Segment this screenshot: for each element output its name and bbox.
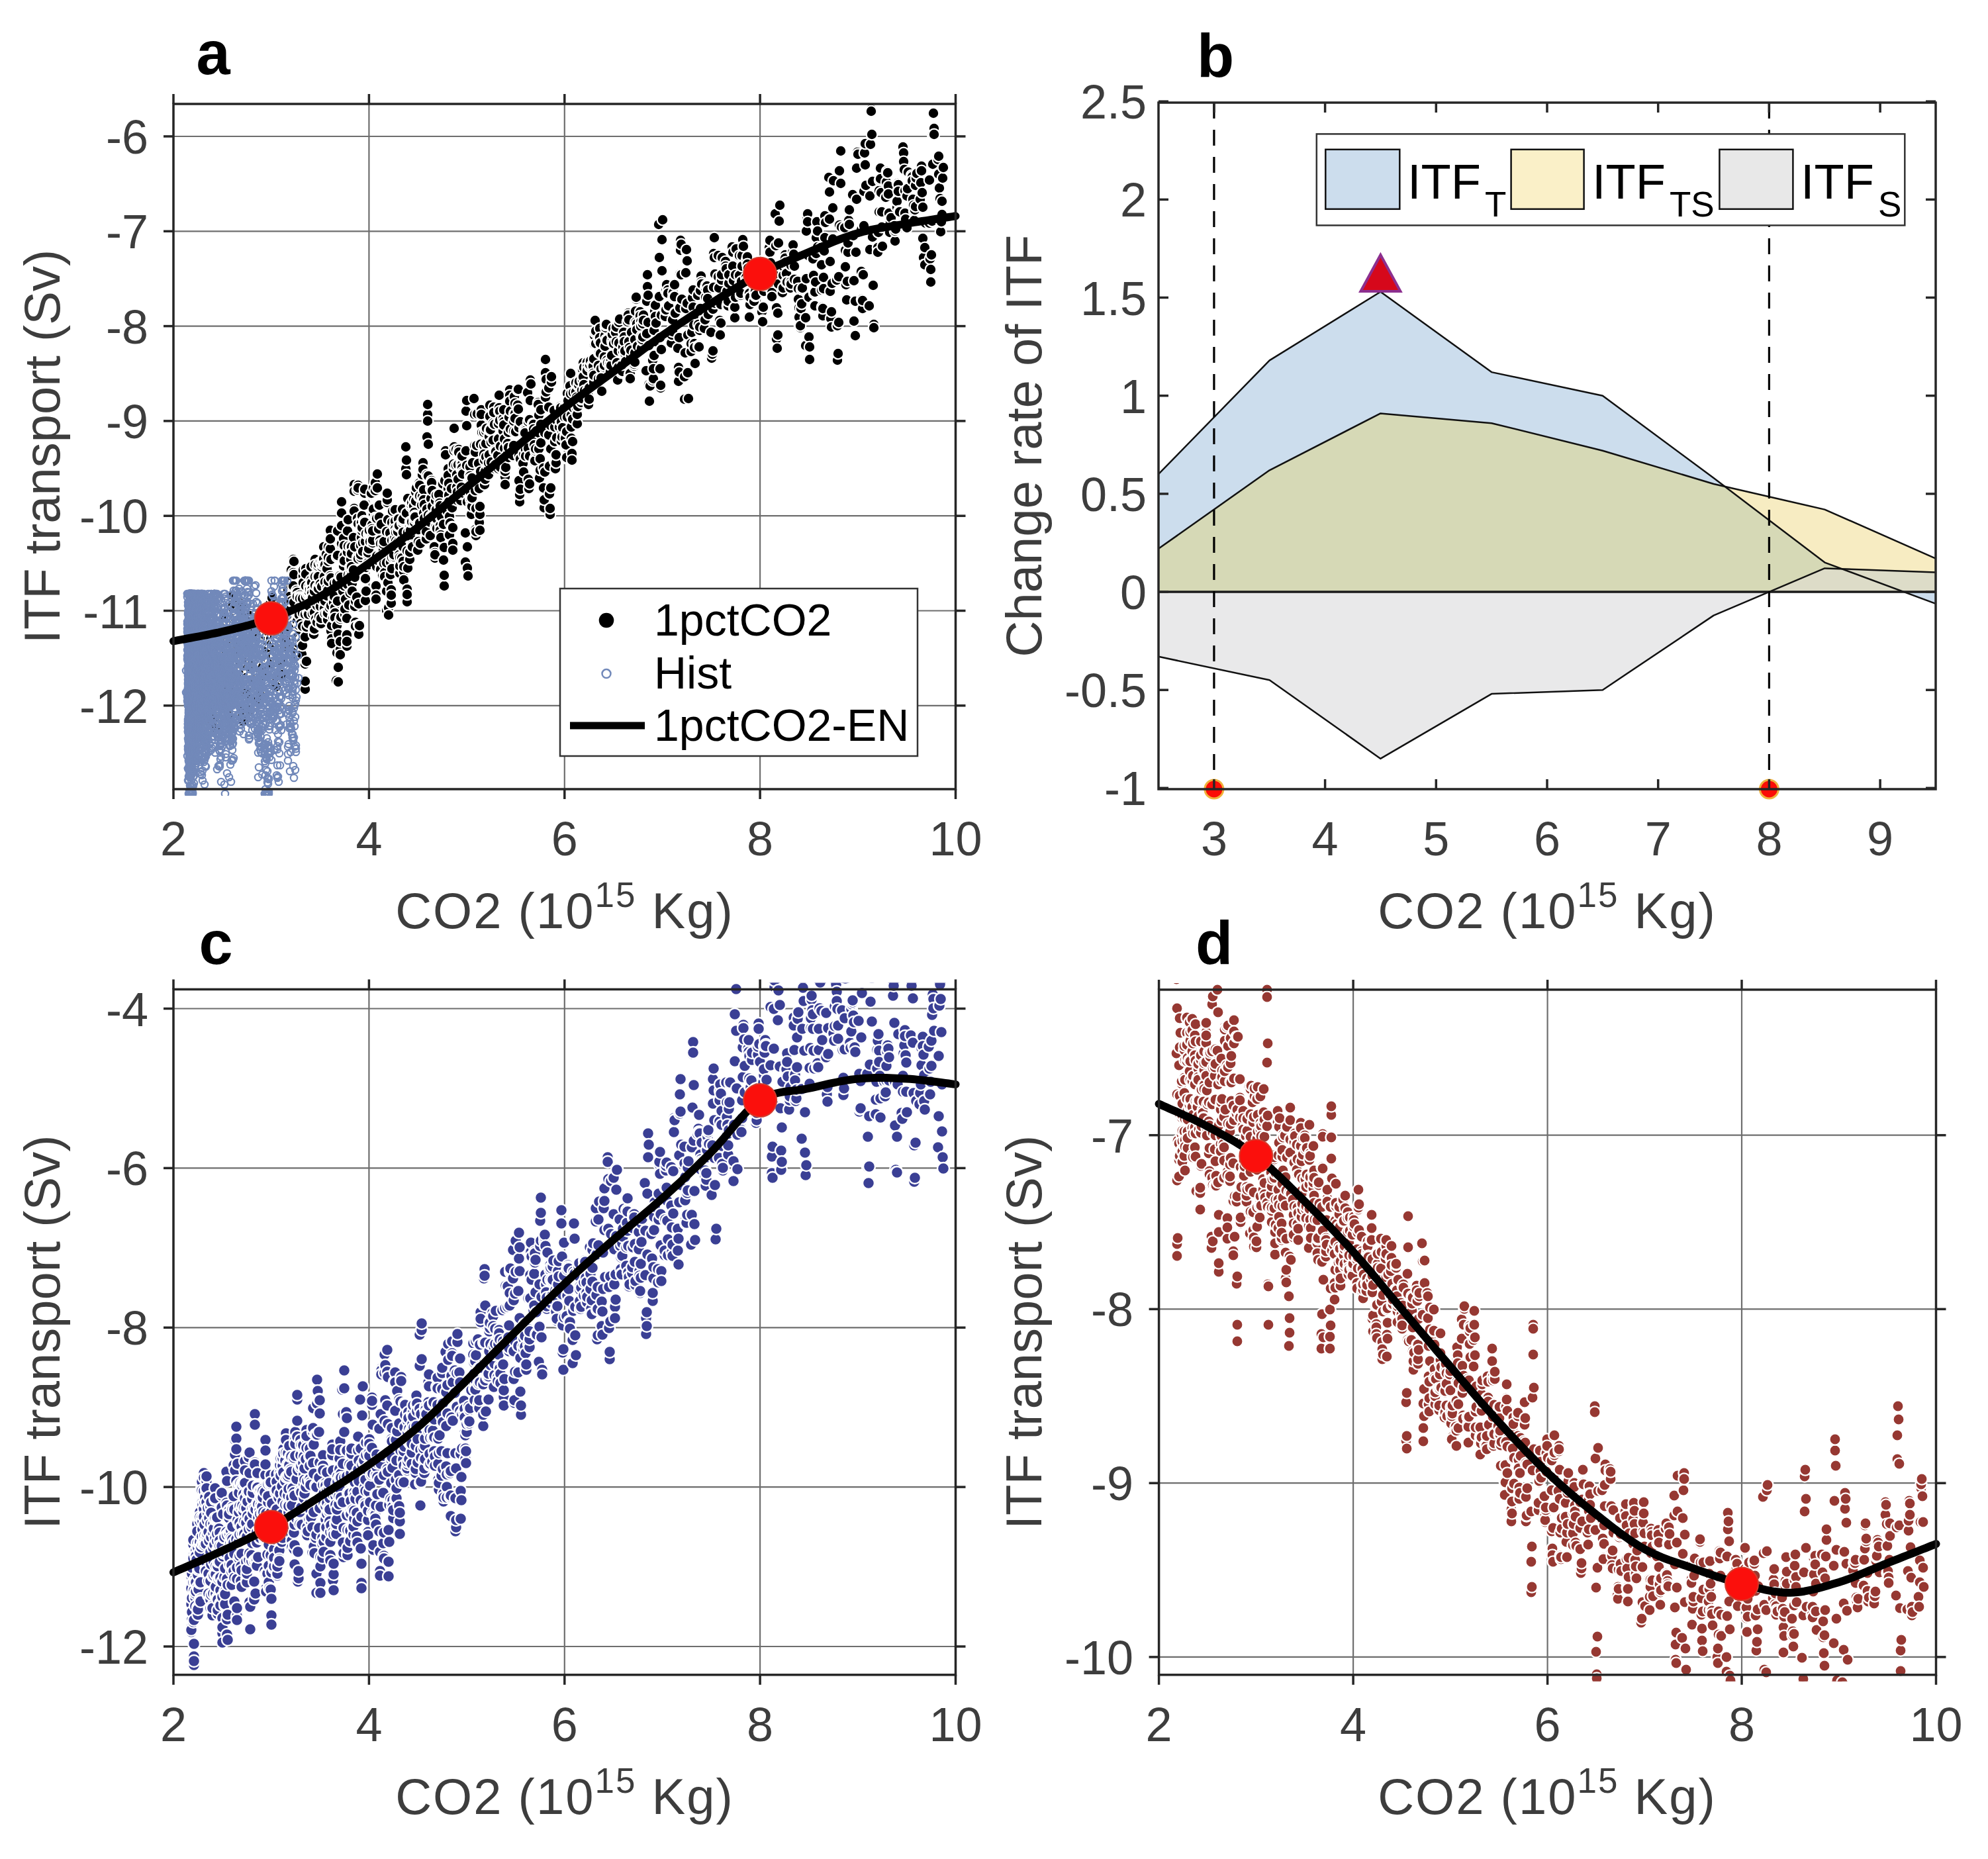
svg-text:Hist: Hist [654, 647, 732, 698]
svg-text:CO2 (1015 Kg): CO2 (1015 Kg) [1378, 1761, 1717, 1825]
svg-text:-8: -8 [1091, 1283, 1133, 1336]
svg-text:d: d [1196, 909, 1233, 977]
svg-text:5: 5 [1423, 812, 1449, 865]
svg-text:8: 8 [1756, 812, 1782, 865]
svg-text:-8: -8 [106, 1302, 148, 1355]
svg-text:7: 7 [1645, 812, 1672, 865]
svg-text:10: 10 [929, 812, 982, 865]
svg-text:8: 8 [747, 1698, 773, 1751]
svg-text:-10: -10 [79, 490, 148, 543]
svg-text:S: S [1878, 185, 1901, 224]
svg-text:-9: -9 [106, 395, 148, 448]
svg-text:1pctCO2: 1pctCO2 [654, 595, 831, 645]
svg-text:2: 2 [160, 812, 187, 865]
svg-text:6: 6 [551, 812, 578, 865]
svg-text:4: 4 [355, 812, 382, 865]
svg-text:b: b [1197, 22, 1234, 89]
svg-text:-6: -6 [106, 111, 148, 164]
svg-text:-9: -9 [1091, 1457, 1133, 1510]
svg-text:ITF transport (Sv): ITF transport (Sv) [14, 250, 70, 644]
svg-text:Change rate of ITF: Change rate of ITF [996, 235, 1052, 657]
svg-text:2: 2 [1146, 1698, 1172, 1751]
svg-text:4: 4 [1340, 1698, 1366, 1751]
svg-text:0.5: 0.5 [1080, 468, 1147, 521]
svg-text:6: 6 [1534, 812, 1560, 865]
svg-text:1pctCO2-EN: 1pctCO2-EN [654, 700, 909, 750]
svg-text:-12: -12 [79, 1621, 148, 1674]
svg-text:ITF transport (Sv): ITF transport (Sv) [996, 1135, 1052, 1529]
svg-text:CO2 (1015 Kg): CO2 (1015 Kg) [395, 875, 734, 939]
svg-text:CO2 (1015 Kg): CO2 (1015 Kg) [395, 1761, 734, 1825]
svg-text:-12: -12 [79, 680, 148, 733]
svg-text:10: 10 [929, 1698, 982, 1751]
svg-text:-10: -10 [79, 1461, 148, 1514]
svg-text:6: 6 [1535, 1698, 1561, 1751]
svg-text:3: 3 [1201, 812, 1227, 865]
svg-text:4: 4 [355, 1698, 382, 1751]
svg-text:ITF transport (Sv): ITF transport (Sv) [14, 1135, 70, 1529]
svg-text:c: c [199, 909, 232, 977]
svg-text:-4: -4 [106, 983, 148, 1036]
svg-text:4: 4 [1312, 812, 1339, 865]
svg-text:-0.5: -0.5 [1065, 664, 1147, 717]
svg-text:1: 1 [1120, 370, 1147, 423]
svg-text:-7: -7 [1091, 1110, 1133, 1163]
svg-text:-1: -1 [1104, 762, 1147, 815]
svg-text:ITF: ITF [1592, 154, 1666, 209]
svg-text:a: a [196, 19, 230, 87]
svg-text:2.5: 2.5 [1080, 75, 1147, 128]
svg-text:-6: -6 [106, 1142, 148, 1195]
svg-text:8: 8 [747, 812, 773, 865]
svg-text:9: 9 [1867, 812, 1893, 865]
svg-text:2: 2 [1120, 173, 1147, 226]
svg-text:10: 10 [1909, 1698, 1962, 1751]
svg-text:-7: -7 [106, 205, 148, 258]
svg-text:8: 8 [1728, 1698, 1755, 1751]
svg-text:TS: TS [1670, 185, 1715, 224]
svg-text:ITF: ITF [1407, 154, 1481, 209]
svg-text:6: 6 [551, 1698, 578, 1751]
svg-text:-10: -10 [1065, 1631, 1133, 1684]
svg-text:1.5: 1.5 [1080, 272, 1147, 325]
svg-text:-11: -11 [83, 585, 148, 638]
svg-text:2: 2 [160, 1698, 187, 1751]
svg-text:CO2 (1015 Kg): CO2 (1015 Kg) [1378, 875, 1717, 939]
svg-text:0: 0 [1120, 566, 1147, 619]
svg-text:ITF: ITF [1801, 154, 1874, 209]
svg-text:T: T [1485, 185, 1506, 224]
svg-text:-8: -8 [106, 301, 148, 354]
